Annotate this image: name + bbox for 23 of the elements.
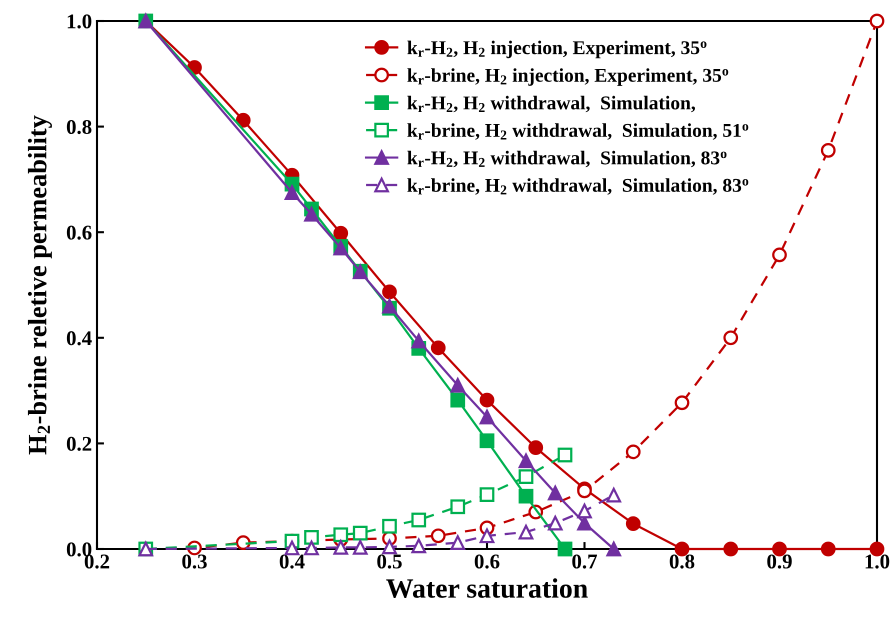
- y-axis-title: H$_{2}$-brine reletive permeability: [28, 115, 52, 454]
- x-tick-label: 0.4: [280, 554, 305, 569]
- legend-label: k$_{r}$-H$_{2}$, H$_{2}$ withdrawal, Simulation,: [407, 96, 696, 112]
- y-tick-label: 0.8: [66, 120, 92, 134]
- legend-label: k$_{r}$-brine, H$_{2}$ injection, Experiment, 35$^{o}$: [407, 68, 728, 86]
- legend-label: k$_{r}$-H$_{2}$, H$_{2}$ withdrawal, Simulation, 83$^{o}$: [407, 150, 727, 168]
- legend-label: k$_{r}$-brine, H$_{2}$ withdrawal, Simulation, 83$^{o}$: [407, 178, 748, 195]
- x-tick-label: 0.5: [377, 554, 402, 569]
- y-tick-label: 0.6: [66, 226, 92, 240]
- y-tick-label: 1.0: [68, 14, 92, 29]
- x-tick-label: 0.7: [572, 554, 598, 569]
- legend-label: k$_{r}$-brine, H$_{2}$ withdrawal, Simulation, 51$^{o}$: [407, 123, 748, 140]
- x-tick-label: 0.3: [182, 554, 207, 569]
- x-axis-title: Water saturation: [386, 578, 588, 598]
- x-tick-label: 1.0: [866, 554, 890, 569]
- y-tick-label: 0.0: [66, 542, 92, 557]
- x-tick-label: 0.2: [84, 554, 110, 569]
- y-tick-label: 0.4: [66, 331, 92, 346]
- legend-label: k$_{r}$-H$_{2}$, H$_{2}$ injection, Experiment, 35$^{o}$: [407, 40, 706, 58]
- y-tick-label: 0.2: [66, 436, 92, 451]
- x-tick-label: 0.9: [767, 554, 792, 569]
- x-tick-label: 0.8: [670, 554, 694, 569]
- x-tick-label: 0.6: [474, 554, 500, 569]
